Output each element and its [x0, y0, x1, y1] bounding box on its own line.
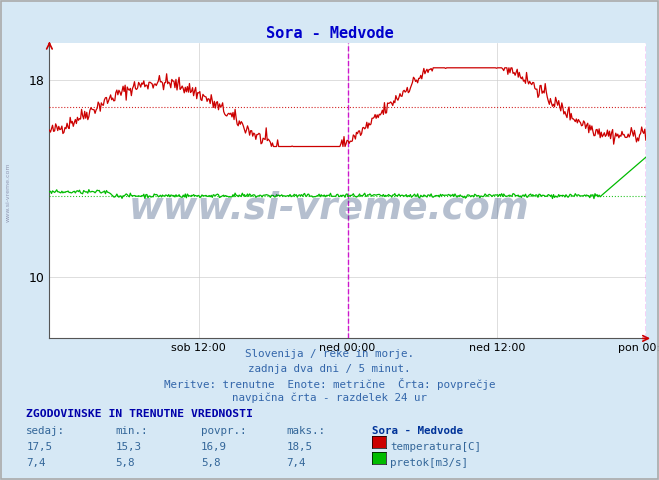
Text: 5,8: 5,8 [115, 458, 135, 468]
Text: pretok[m3/s]: pretok[m3/s] [390, 458, 468, 468]
Text: Meritve: trenutne  Enote: metrične  Črta: povprečje: Meritve: trenutne Enote: metrične Črta: … [163, 378, 496, 390]
Text: 5,8: 5,8 [201, 458, 221, 468]
Text: sedaj:: sedaj: [26, 426, 65, 436]
Text: maks.:: maks.: [287, 426, 326, 436]
Text: Sora - Medvode: Sora - Medvode [266, 26, 393, 41]
Text: www.si-vreme.com: www.si-vreme.com [6, 162, 11, 222]
Text: navpična črta - razdelek 24 ur: navpična črta - razdelek 24 ur [232, 393, 427, 403]
Text: temperatura[C]: temperatura[C] [390, 442, 481, 452]
Text: Slovenija / reke in morje.: Slovenija / reke in morje. [245, 349, 414, 360]
Text: 7,4: 7,4 [287, 458, 306, 468]
Text: povpr.:: povpr.: [201, 426, 246, 436]
Text: 18,5: 18,5 [287, 442, 312, 452]
Text: ZGODOVINSKE IN TRENUTNE VREDNOSTI: ZGODOVINSKE IN TRENUTNE VREDNOSTI [26, 409, 253, 419]
Text: min.:: min.: [115, 426, 148, 436]
Text: 15,3: 15,3 [115, 442, 141, 452]
Text: 7,4: 7,4 [26, 458, 46, 468]
Text: 16,9: 16,9 [201, 442, 227, 452]
Text: www.si-vreme.com: www.si-vreme.com [129, 191, 530, 227]
Text: 17,5: 17,5 [26, 442, 52, 452]
Text: zadnja dva dni / 5 minut.: zadnja dva dni / 5 minut. [248, 364, 411, 374]
Text: Sora - Medvode: Sora - Medvode [372, 426, 463, 436]
